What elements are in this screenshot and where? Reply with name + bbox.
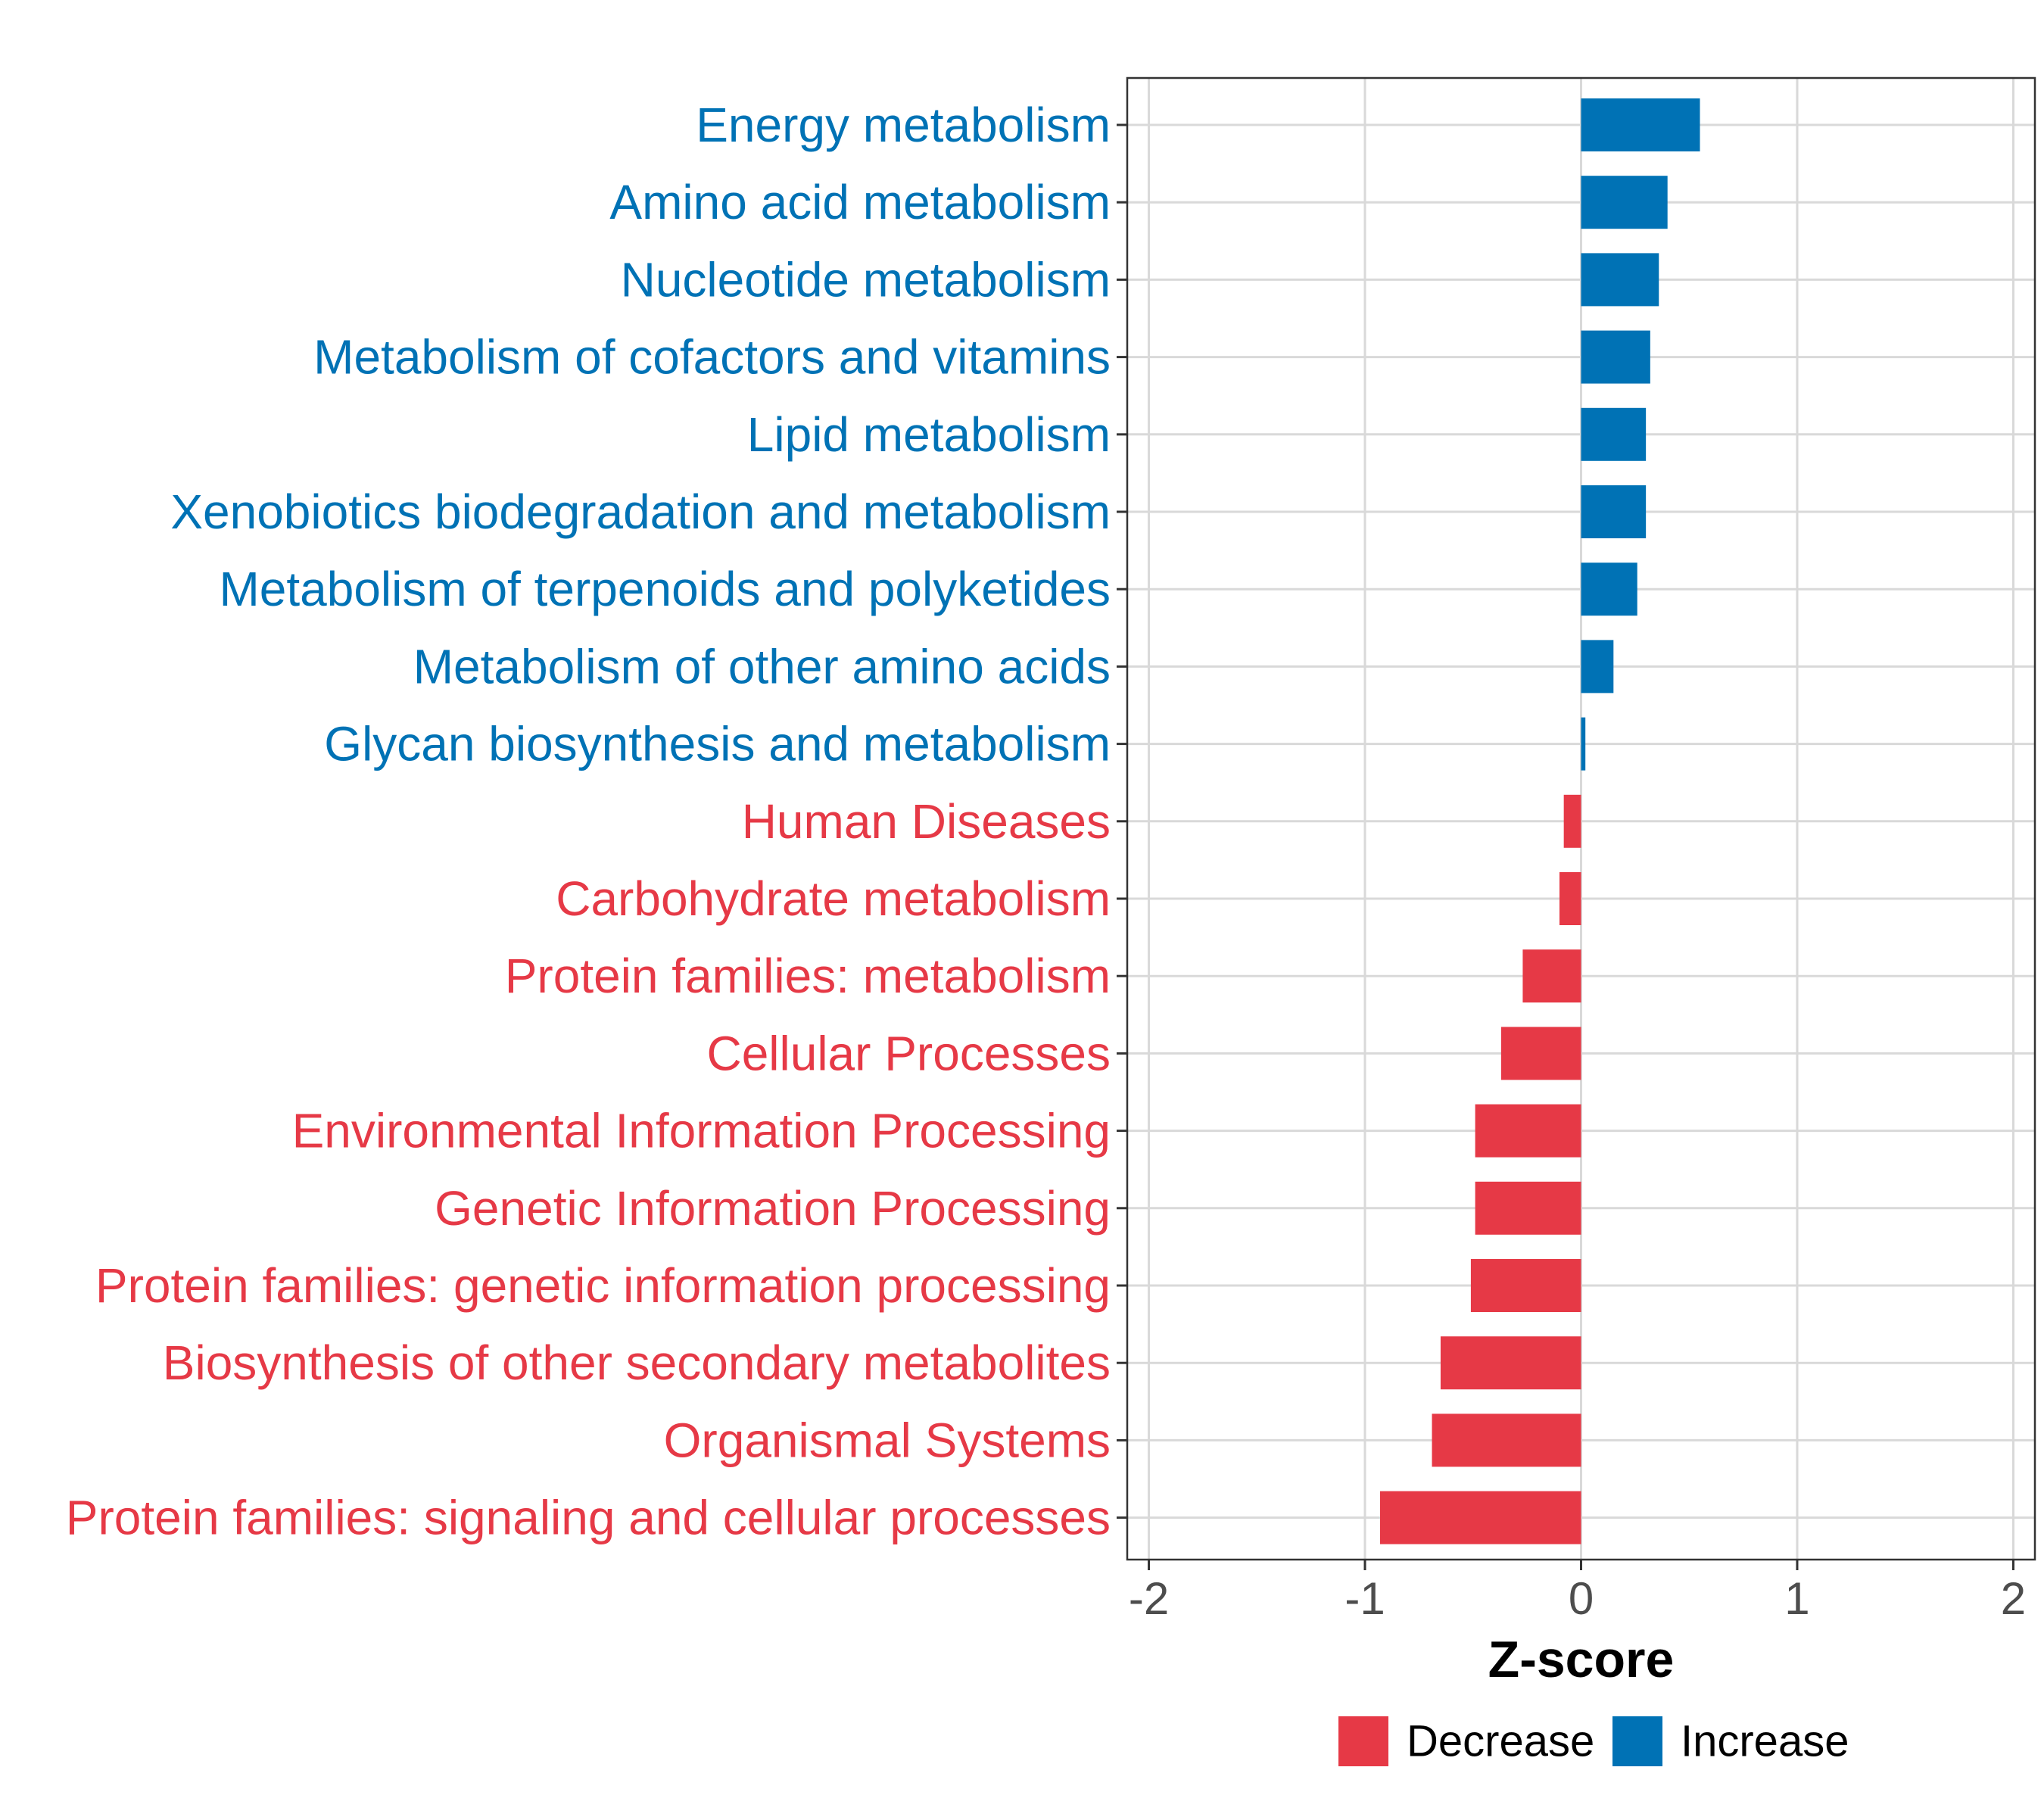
bar-xenobiotics-biodegradation-and-metabolism bbox=[1581, 485, 1647, 538]
bar-protein-families-genetic-information-processing bbox=[1470, 1259, 1581, 1312]
bar-glycan-biosynthesis-and-metabolism bbox=[1581, 717, 1586, 771]
bar-environmental-information-processing bbox=[1475, 1104, 1581, 1158]
bar-protein-families-signaling-and-cellular-processes bbox=[1380, 1491, 1581, 1544]
bar-lipid-metabolism bbox=[1581, 407, 1647, 461]
bar-metabolism-of-terpenoids-and-polyketides bbox=[1581, 563, 1637, 616]
category-label-lipid-metabolism: Lipid metabolism bbox=[747, 407, 1111, 462]
category-label-cellular-processes: Cellular Processes bbox=[706, 1026, 1111, 1080]
bar-metabolism-of-other-amino-acids bbox=[1581, 640, 1614, 693]
bar-protein-families-metabolism bbox=[1522, 949, 1581, 1003]
category-label-protein-families-metabolism: Protein families: metabolism bbox=[505, 949, 1111, 1003]
legend-swatch-increase bbox=[1612, 1716, 1662, 1766]
bar-nucleotide-metabolism bbox=[1581, 253, 1659, 307]
x-tick-label: 2 bbox=[2001, 1573, 2026, 1624]
bar-biosynthesis-of-other-secondary-metabolites bbox=[1440, 1336, 1581, 1390]
category-label-genetic-information-processing: Genetic Information Processing bbox=[435, 1181, 1111, 1236]
category-label-organismal-systems: Organismal Systems bbox=[664, 1413, 1111, 1467]
x-tick-label: -1 bbox=[1344, 1573, 1385, 1624]
category-label-biosynthesis-of-other-secondary-metabolites: Biosynthesis of other secondary metaboli… bbox=[163, 1335, 1111, 1390]
x-axis-ticks: -2 -1 0 1 2 bbox=[1129, 1560, 2026, 1624]
x-axis-title: Z-score bbox=[1488, 1631, 1675, 1688]
category-label-nucleotide-metabolism: Nucleotide metabolism bbox=[621, 252, 1111, 307]
bar-cellular-processes bbox=[1500, 1027, 1581, 1080]
x-tick-label: 1 bbox=[1784, 1573, 1809, 1624]
bar-genetic-information-processing bbox=[1475, 1181, 1581, 1235]
category-label-amino-acid-metabolism: Amino acid metabolism bbox=[609, 175, 1111, 229]
legend-swatch-decrease bbox=[1338, 1716, 1388, 1766]
category-label-energy-metabolism: Energy metabolism bbox=[696, 98, 1111, 152]
category-label-human-diseases: Human Diseases bbox=[742, 794, 1111, 849]
category-label-metabolism-of-cofactors-and-vitamins: Metabolism of cofactors and vitamins bbox=[313, 330, 1111, 385]
category-label-metabolism-of-other-amino-acids: Metabolism of other amino acids bbox=[413, 639, 1111, 693]
category-label-carbohydrate-metabolism: Carbohydrate metabolism bbox=[556, 871, 1111, 926]
bar-carbohydrate-metabolism bbox=[1559, 872, 1581, 925]
legend-label-increase: Increase bbox=[1681, 1717, 1849, 1766]
legend-label-decrease: Decrease bbox=[1407, 1717, 1594, 1766]
bar-energy-metabolism bbox=[1581, 98, 1700, 151]
category-label-glycan-biosynthesis-and-metabolism: Glycan biosynthesis and metabolism bbox=[324, 717, 1111, 771]
x-tick-label: 0 bbox=[1569, 1573, 1594, 1624]
x-tick-label: -2 bbox=[1129, 1573, 1169, 1624]
category-label-metabolism-of-terpenoids-and-polyketides: Metabolism of terpenoids and polyketides bbox=[219, 562, 1111, 616]
legend: Decrease Increase bbox=[1338, 1716, 1849, 1766]
bar-human-diseases bbox=[1563, 794, 1581, 848]
bars bbox=[1380, 98, 1700, 1544]
bar-amino-acid-metabolism bbox=[1581, 176, 1668, 229]
category-label-protein-families-signaling-and-cellular-processes: Protein families: signaling and cellular… bbox=[66, 1491, 1111, 1545]
category-label-protein-families-genetic-information-processing: Protein families: genetic information pr… bbox=[95, 1258, 1111, 1313]
category-label-xenobiotics-biodegradation-and-metabolism: Xenobiotics biodegradation and metabolis… bbox=[170, 485, 1111, 539]
bar-metabolism-of-cofactors-and-vitamins bbox=[1581, 330, 1650, 384]
bar-organismal-systems bbox=[1432, 1413, 1581, 1467]
category-label-environmental-information-processing: Environmental Information Processing bbox=[292, 1104, 1111, 1158]
y-axis-ticks: Energy metabolism Amino acid metabolism Nu… bbox=[66, 98, 1127, 1545]
